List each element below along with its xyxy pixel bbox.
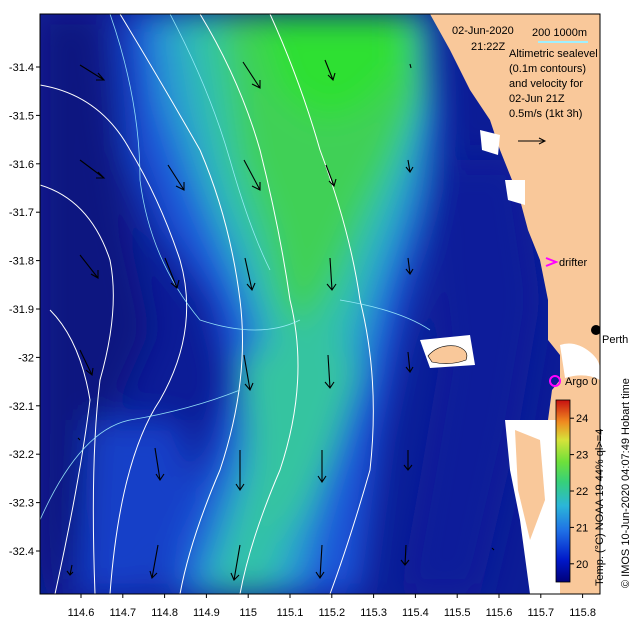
coast-gap-2: [480, 130, 500, 155]
plot-frame: [39, 13, 601, 595]
colorbar-ticks: 20 21 22 23 24: [570, 413, 588, 571]
x-tick-label: 114.8: [151, 607, 178, 619]
plot-area: [40, 14, 600, 594]
coast-gap: [505, 180, 525, 205]
x-tick-label: 115.8: [569, 607, 596, 619]
perth-label: Perth: [602, 334, 628, 346]
x-tick-label: 115: [239, 607, 257, 619]
legend-line-5: 0.5m/s (1kt 3h): [509, 108, 582, 120]
velocity-key-arrowhead: [538, 137, 547, 145]
x-tick-label: 114.7: [109, 607, 136, 619]
x-tick-label: 115.1: [277, 607, 304, 619]
colorbar: [555, 399, 571, 583]
x-tick-label: 115.5: [444, 607, 471, 619]
y-tick-label: -31.5: [9, 110, 34, 122]
y-tick-label: -32: [18, 352, 34, 364]
swan-river: [560, 343, 600, 380]
rottnest-island: [427, 345, 468, 364]
sealevel-contours-fine: [40, 14, 431, 521]
time-label: 21:22Z: [471, 41, 506, 53]
sst-field: [40, 14, 540, 594]
legend-line-3: and velocity for: [509, 78, 583, 90]
y-tick-label: -31.4: [9, 62, 34, 74]
date-label: 02-Jun-2020: [452, 25, 514, 37]
drifter-label: drifter: [559, 257, 587, 269]
x-tick-label: 114.6: [68, 607, 95, 619]
colorbar-tick-label: 21: [576, 522, 588, 534]
y-tick-label: -32.3: [9, 498, 34, 510]
y-tick-label: -31.9: [9, 304, 34, 316]
credit-label: © IMOS 10-Jun-2020 04:07:49 Hobart time: [620, 378, 632, 588]
perth-marker: [591, 325, 600, 335]
colorbar-tick-label: 23: [576, 450, 588, 462]
colorbar-tick-label: 20: [576, 559, 588, 571]
colorbar-title: Temp. (°C) NOAA 19 44% ql>=4: [594, 429, 606, 586]
argo-label: Argo 0: [565, 376, 597, 388]
x-tick-label: 115.4: [402, 607, 429, 619]
y-tick-label: -31.8: [9, 256, 34, 268]
x-tick-label: 115.3: [360, 607, 387, 619]
x-axis: 114.6 114.7 114.8 114.9 115 115.1 115.2 115.3 11…: [68, 594, 596, 619]
velocity-arrows: [66, 59, 495, 581]
x-tick-label: 114.9: [193, 607, 220, 619]
y-tick-label: -32.1: [9, 401, 34, 413]
x-tick-label: 115.7: [527, 607, 554, 619]
legend-line-1: Altimetric sealevel: [509, 48, 598, 60]
scale-label: 200 1000m: [532, 27, 587, 39]
y-tick-label: -31.6: [9, 159, 34, 171]
sealevel-contours: [40, 14, 374, 594]
y-tick-label: -32.4: [9, 546, 34, 558]
garden-island: [515, 430, 545, 540]
legend-line-2: (0.1m contours): [509, 63, 586, 75]
y-tick-label: -32.2: [9, 449, 34, 461]
argo-marker: [549, 375, 561, 387]
colorbar-tick-label: 24: [576, 413, 588, 425]
drifter-marker: [545, 257, 559, 267]
x-tick-label: 115.6: [486, 607, 513, 619]
colorbar-tick-label: 22: [576, 486, 588, 498]
y-tick-label: -31.7: [9, 207, 34, 219]
y-axis: -31.4 -31.5 -31.6 -31.7 -31.8 -31.9 -32 -32.1 -3…: [9, 62, 40, 558]
legend-line-4: 02-Jun 21Z: [509, 93, 565, 105]
x-tick-label: 115.2: [318, 607, 345, 619]
